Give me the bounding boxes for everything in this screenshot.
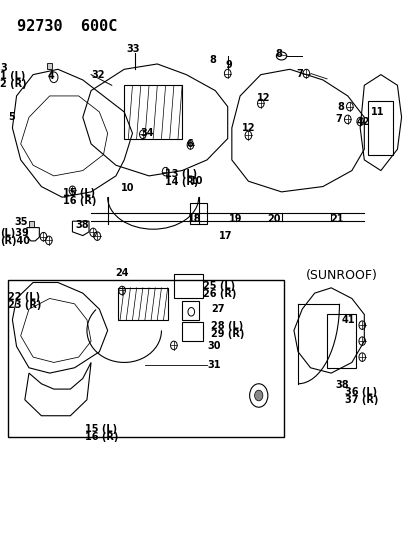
Text: 1 (L): 1 (L) <box>0 71 25 80</box>
Text: 8: 8 <box>275 50 282 59</box>
Text: 25 (L): 25 (L) <box>202 281 235 291</box>
Text: 28 (L): 28 (L) <box>211 321 243 331</box>
Text: 36 (L): 36 (L) <box>344 387 376 397</box>
Text: 12: 12 <box>242 123 255 133</box>
Text: 22 (L): 22 (L) <box>8 292 40 302</box>
Text: 16 (R): 16 (R) <box>85 432 118 442</box>
Text: (L)39: (L)39 <box>0 229 28 238</box>
Text: 12: 12 <box>256 93 270 103</box>
Text: 42: 42 <box>356 117 370 126</box>
Text: 34: 34 <box>140 128 153 138</box>
Text: 10: 10 <box>189 176 203 186</box>
Text: 9: 9 <box>225 60 232 70</box>
Text: 23 (R): 23 (R) <box>8 300 42 310</box>
Text: 15 (L): 15 (L) <box>63 188 95 198</box>
Text: 2 (R): 2 (R) <box>0 79 26 88</box>
Text: 29 (R): 29 (R) <box>211 329 244 339</box>
Bar <box>173 274 202 298</box>
Text: 19: 19 <box>228 214 242 223</box>
Bar <box>124 85 182 139</box>
Text: 31: 31 <box>206 360 220 370</box>
Text: 16 (R): 16 (R) <box>63 196 96 206</box>
Text: 24: 24 <box>115 268 128 278</box>
Bar <box>182 301 198 320</box>
Text: 33: 33 <box>126 44 140 54</box>
Text: (R)40: (R)40 <box>0 236 30 246</box>
Text: 10: 10 <box>121 183 135 192</box>
Text: 3: 3 <box>0 63 7 72</box>
Bar <box>118 288 167 320</box>
Text: 5: 5 <box>8 112 15 122</box>
Text: 4: 4 <box>47 71 54 80</box>
Text: 18: 18 <box>188 214 202 223</box>
Text: 38: 38 <box>76 221 89 230</box>
Text: 6: 6 <box>186 139 192 149</box>
Text: (SUNROOF): (SUNROOF) <box>306 269 377 282</box>
Text: 17: 17 <box>219 231 233 240</box>
Text: 13 (L): 13 (L) <box>164 169 197 179</box>
Text: 14 (R): 14 (R) <box>164 177 198 187</box>
Text: 92730  600C: 92730 600C <box>17 19 116 34</box>
Text: 11: 11 <box>370 107 383 117</box>
Bar <box>190 203 206 224</box>
Text: 37 (R): 37 (R) <box>344 395 377 405</box>
Text: 7: 7 <box>295 69 302 78</box>
Bar <box>47 63 52 69</box>
Text: 38: 38 <box>335 380 348 390</box>
Text: 8: 8 <box>209 55 216 64</box>
Bar <box>28 221 33 227</box>
Circle shape <box>254 390 262 401</box>
Text: 7: 7 <box>335 115 341 124</box>
Text: 15 (L): 15 (L) <box>85 424 117 434</box>
Text: 35: 35 <box>14 217 28 227</box>
Text: 26 (R): 26 (R) <box>202 289 236 299</box>
Text: 32: 32 <box>91 70 104 79</box>
Text: 21: 21 <box>329 214 343 223</box>
Text: 8: 8 <box>337 102 344 111</box>
Bar <box>368 101 392 155</box>
Bar <box>326 314 355 368</box>
Text: 30: 30 <box>206 342 220 351</box>
Bar <box>8 280 283 437</box>
Bar <box>182 322 202 341</box>
Text: 41: 41 <box>341 315 354 325</box>
Text: 27: 27 <box>211 304 224 314</box>
Text: 20: 20 <box>266 214 280 223</box>
